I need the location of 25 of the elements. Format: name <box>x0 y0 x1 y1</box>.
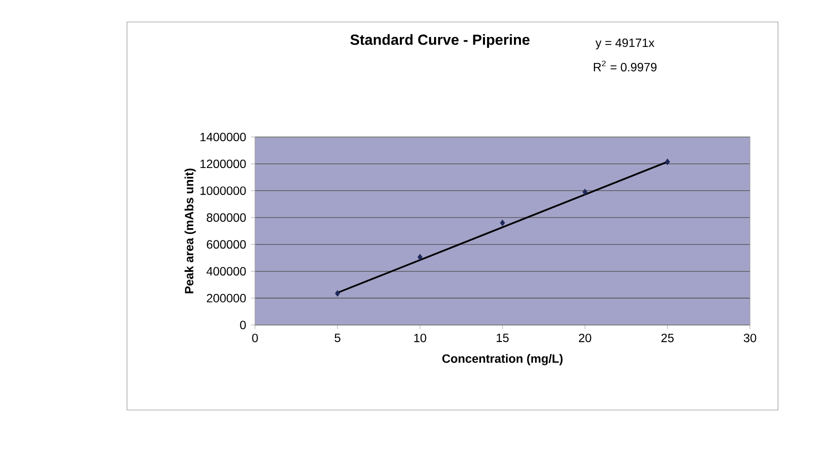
chart-title: Standard Curve - Piperine <box>350 34 530 48</box>
x-tick-label: 30 <box>744 334 756 342</box>
y-tick-label: 1000000 <box>200 186 246 195</box>
x-tick-label: 0 <box>252 334 258 342</box>
point <box>418 254 422 260</box>
x-tick-label: 25 <box>661 334 674 342</box>
y-tick-label: 400000 <box>206 267 246 276</box>
point <box>500 220 505 226</box>
x-tick-label: 20 <box>578 334 592 342</box>
point <box>582 188 588 196</box>
y-tick-label: 200000 <box>206 294 246 302</box>
point <box>665 158 670 166</box>
y-tick-label: 600000 <box>206 240 246 249</box>
y-tick-label: 1200000 <box>200 160 246 168</box>
y-tick-label: 800000 <box>206 213 246 222</box>
y-tick-label: 0 <box>240 320 246 330</box>
x-axis-title: Concentration (mg/L) <box>442 354 563 366</box>
point <box>335 290 340 297</box>
text: R$^{2}$ = 0.9979 <box>594 60 656 72</box>
x-tick-label: 10 <box>414 334 426 342</box>
x-tick-label: 15 <box>496 334 509 342</box>
text: y = 49171x <box>595 38 654 50</box>
y-axis-title: Peak area (mAbs unit) <box>184 168 196 294</box>
x-tick-label: 5 <box>334 334 340 342</box>
y-tick-label: 1400000 <box>200 132 246 142</box>
